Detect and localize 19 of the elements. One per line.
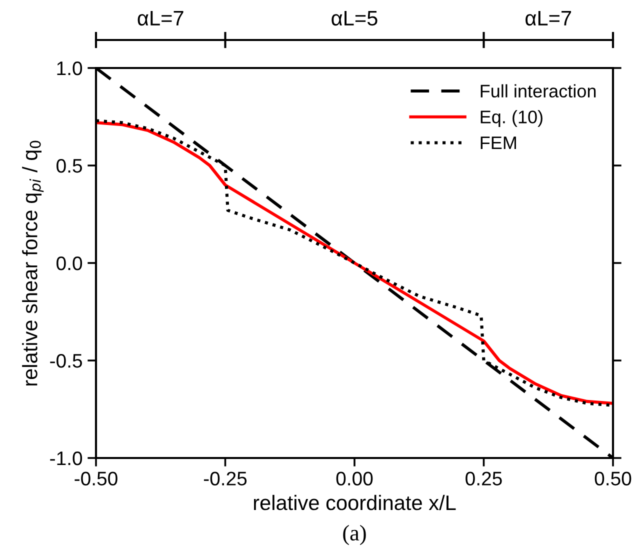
x-tick-label: 0.00	[336, 472, 373, 486]
text: αL=7	[138, 11, 184, 26]
y-tick-label: 1.0	[57, 61, 82, 76]
y-axis-title: relative shear force q$_{pi}$ / q$_{0}$	[22, 140, 44, 386]
text: αL=5	[332, 11, 378, 26]
x-tick-label: -0.50	[74, 472, 118, 486]
x-tick-label: -0.25	[204, 472, 247, 486]
y-tick-label: 0.0	[56, 256, 82, 270]
text: (a)	[343, 524, 366, 546]
x-tick-label: 0.50	[594, 472, 632, 486]
text: αL=7	[526, 11, 572, 26]
legend-label: Eq. (10)	[480, 110, 542, 127]
y-tick-label: -0.5	[50, 354, 82, 368]
legend-label: Full interaction	[480, 84, 596, 98]
x-tick-label: 0.25	[466, 472, 502, 486]
x-axis-title: relative coordinate x/L	[254, 494, 456, 510]
y-tick-label: -1.0	[50, 451, 82, 466]
legend-label: FEM	[480, 136, 516, 150]
y-tick-label: 0.5	[56, 158, 82, 173]
